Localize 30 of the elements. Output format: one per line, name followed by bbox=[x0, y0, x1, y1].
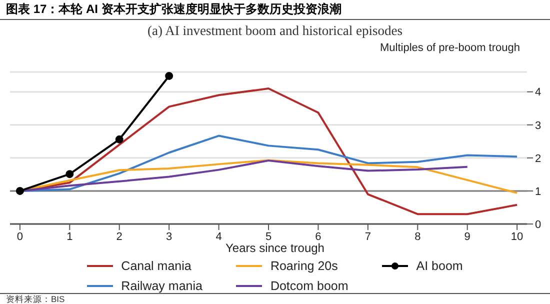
x-tick-label: 4 bbox=[216, 230, 222, 243]
y-tick-label: 2 bbox=[535, 152, 542, 165]
y-tick-label: 1 bbox=[535, 186, 542, 198]
x-tick-label: 10 bbox=[510, 230, 524, 243]
x-tick-label: 7 bbox=[364, 230, 371, 243]
x-tick-label: 3 bbox=[166, 230, 172, 243]
y-tick-label: 4 bbox=[535, 86, 542, 99]
point bbox=[115, 135, 124, 144]
point bbox=[165, 72, 174, 80]
point bbox=[16, 186, 24, 195]
x-tick-label: 6 bbox=[315, 230, 322, 243]
legend-label: Dotcom boom bbox=[270, 279, 348, 293]
x-tick-label: 0 bbox=[16, 230, 24, 243]
x-tick-label: 8 bbox=[414, 230, 421, 243]
legend-label: Railway mania bbox=[121, 279, 202, 293]
legend-label: Canal mania bbox=[121, 259, 192, 273]
x-tick-label: 1 bbox=[66, 230, 73, 243]
x-tick-label: 9 bbox=[464, 230, 470, 243]
x-axis-title: Years since trough bbox=[224, 241, 326, 255]
y-axis-title: Multiples of pre-boom trough bbox=[380, 42, 520, 54]
legend-label: AI boom bbox=[416, 259, 463, 273]
legend-label: Roaring 20s bbox=[270, 259, 338, 273]
text: 资料来源：BIS bbox=[6, 294, 65, 304]
x-tick-label: 5 bbox=[265, 230, 272, 243]
y-tick-label: 3 bbox=[535, 120, 542, 132]
x-tick-label: 2 bbox=[116, 230, 122, 243]
chart-title: 图表 17：本轮 AI 资本开支扩张速度明显快于多数历史投资浪潮 bbox=[0, 0, 550, 20]
point bbox=[66, 170, 74, 178]
y-tick-label: 0 bbox=[535, 218, 542, 231]
chart-subtitle: (a) AI investment boom and historical episodes bbox=[146, 23, 404, 39]
